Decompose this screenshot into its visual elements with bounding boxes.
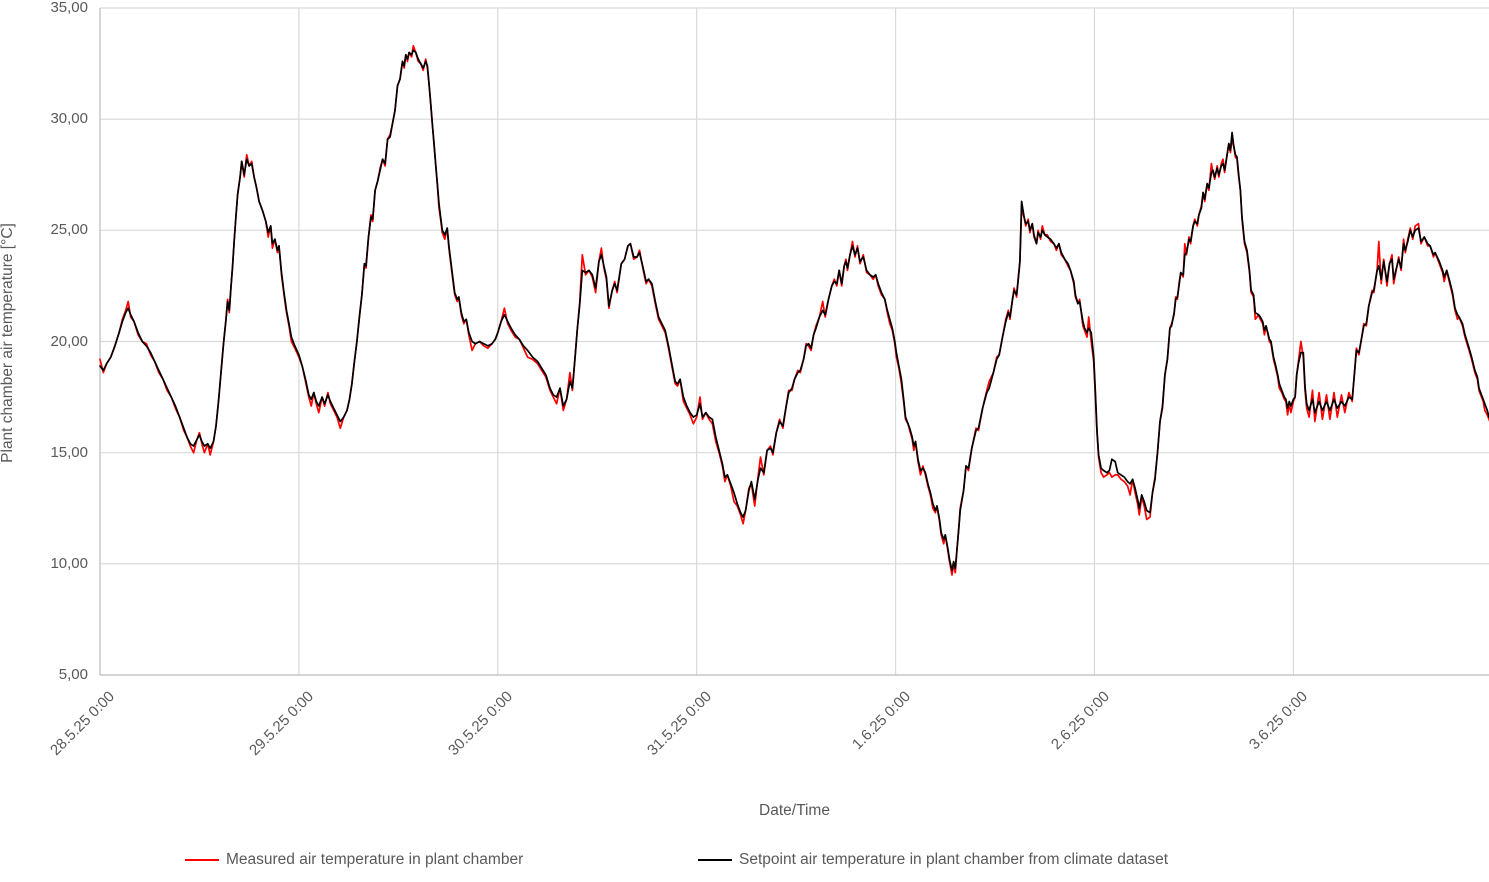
black-line-swatch-icon xyxy=(698,859,732,861)
red-line-swatch-icon xyxy=(185,859,219,861)
y-tick-label: 15,00 xyxy=(50,443,88,461)
y-tick-label: 20,00 xyxy=(50,332,88,350)
y-tick-label: 35,00 xyxy=(50,0,88,16)
legend-item-setpoint[interactable]: Setpoint air temperature in plant chambe… xyxy=(698,851,1168,869)
y-tick-label: 30,00 xyxy=(50,110,88,128)
y-tick-label: 5,00 xyxy=(58,666,88,683)
legend: Measured air temperature in plant chambe… xyxy=(0,848,1489,874)
y-tick-label: 10,00 xyxy=(50,554,88,572)
setpoint-series-line xyxy=(99,49,1489,572)
x-axis-title: Date/Time xyxy=(759,802,830,819)
legend-label-setpoint: Setpoint air temperature in plant chambe… xyxy=(739,851,1169,868)
legend-label-measured: Measured air temperature in plant chambe… xyxy=(226,851,524,868)
y-tick-label: 25,00 xyxy=(50,221,88,239)
legend-item-measured[interactable]: Measured air temperature in plant chambe… xyxy=(185,851,523,869)
measured-series-line xyxy=(99,44,1489,576)
y-axis-title: Plant chamber air temperature [°C] xyxy=(0,223,16,463)
